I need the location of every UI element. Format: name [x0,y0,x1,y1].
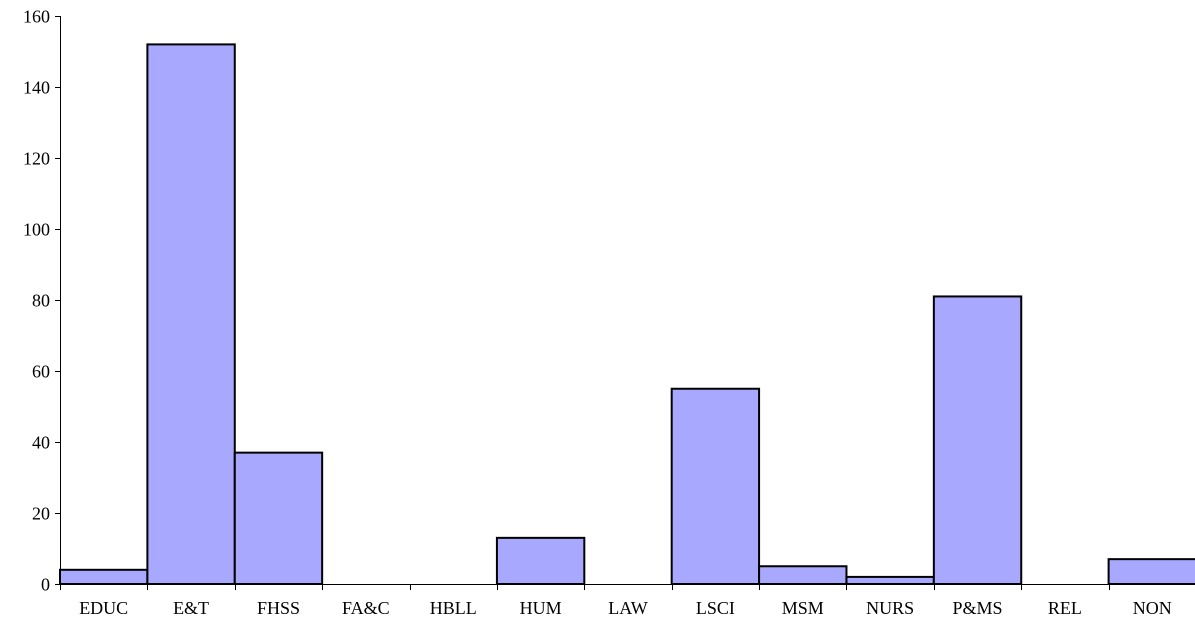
x-tick-label: MSM [782,598,824,618]
x-tick-label: HBLL [430,598,477,618]
y-tick-label: 0 [41,575,50,595]
x-tick-label: E&T [173,598,209,618]
bar-non [1107,558,1195,586]
bar-p-ms [932,295,1023,585]
y-tick-label: 100 [23,220,50,240]
x-tick-label: P&MS [953,598,1003,618]
bar-educ [59,568,149,585]
y-tick-label: 40 [32,433,50,453]
x-tick-label: LSCI [696,598,735,618]
bar-e-t [146,43,236,585]
bar-hum [495,536,586,585]
y-axis: 0 20 40 60 80 100 120 140 160 [23,7,61,595]
y-tick-label: 20 [32,504,50,524]
x-tick-label: EDUC [79,598,128,618]
bar-msm [758,565,848,585]
x-tick-label: REL [1048,598,1082,618]
bar-lsci [670,387,761,585]
x-tick-label: HUM [520,598,562,618]
x-tick-label: NURS [866,598,914,618]
y-tick-label: 60 [32,362,50,382]
x-axis: EDUC E&T FHSS FA&C HBLL HUM LAW LSCI MSM NURS P&MS… [60,584,1195,618]
y-tick-label: 160 [23,7,50,27]
x-tick-label: FHSS [257,598,300,618]
x-tick-label: NON [1133,598,1172,618]
y-tick-label: 120 [23,149,50,169]
x-tick-label: FA&C [342,598,390,618]
bar-fhss [233,451,324,585]
bar-nurs [845,575,935,586]
bars [59,43,1195,586]
x-tick-label: LAW [608,598,648,618]
y-tick-label: 140 [23,78,50,98]
y-tick-label: 80 [32,291,50,311]
